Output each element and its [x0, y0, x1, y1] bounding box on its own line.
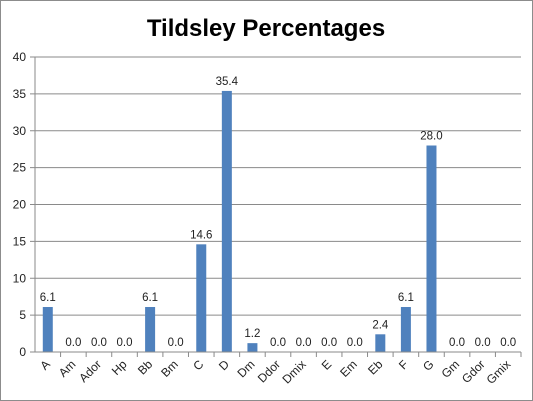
x-tick-label-Dmix: Dmix: [279, 357, 308, 386]
data-label-Hp: 0.0: [117, 337, 133, 349]
y-tick-label: 25: [13, 161, 27, 175]
bar-C: [196, 244, 207, 352]
x-tick-label-A: A: [37, 357, 53, 373]
data-label-A: 6.1: [40, 292, 56, 304]
y-tick-label: 40: [13, 50, 27, 64]
x-tick-label-G: G: [420, 357, 437, 374]
x-tick-label-D: D: [216, 357, 232, 373]
y-tick-label: 0: [19, 345, 26, 359]
y-tick-label: 35: [13, 87, 27, 101]
x-tick-label-Em: Em: [337, 357, 360, 380]
x-tick-label-Gdor: Gdor: [459, 357, 488, 386]
x-tick-label-Bb: Bb: [135, 357, 156, 378]
data-label-Ador: 0.0: [91, 337, 107, 349]
data-label-Dm: 1.2: [244, 328, 260, 340]
data-label-Ddor: 0.0: [270, 337, 286, 349]
bar-G: [426, 145, 437, 352]
data-label-Bb: 6.1: [142, 292, 158, 304]
data-label-G: 28.0: [420, 131, 442, 143]
bars: [42, 90, 437, 353]
data-label-Gdor: 0.0: [475, 337, 491, 349]
data-label-Eb: 2.4: [372, 319, 389, 331]
x-tick-label-C: C: [190, 357, 206, 373]
bar-D: [221, 90, 232, 353]
data-label-Am: 0.0: [65, 337, 81, 349]
data-label-Gm: 0.0: [449, 337, 465, 349]
data-labels: 6.1 0.0 0.0 0.0 6.1 0.0 14.6 35.4 1.2 0.0 0.0 0.0 0.…: [40, 76, 516, 349]
y-tick-label: 10: [13, 271, 27, 285]
x-tick-label-Am: Am: [56, 357, 79, 380]
data-label-Em: 0.0: [347, 337, 363, 349]
x-tick-label-Bm: Bm: [158, 357, 181, 380]
x-tick-label-Gmix: Gmix: [484, 357, 514, 387]
y-tick-label: 30: [13, 124, 27, 138]
x-tick-label-Gm: Gm: [439, 357, 463, 381]
x-tick-label-Hp: Hp: [109, 357, 130, 378]
x-tick-label-Ddor: Ddor: [255, 357, 283, 385]
x-tick-label-F: F: [396, 357, 411, 372]
data-label-C: 14.6: [190, 229, 212, 241]
data-label-Bm: 0.0: [168, 337, 184, 349]
x-tick-label-Eb: Eb: [365, 357, 386, 378]
y-tick-label: 20: [13, 198, 27, 212]
y-tick-label: 15: [13, 234, 27, 248]
bar-A: [42, 307, 53, 352]
data-label-E: 0.0: [321, 337, 337, 349]
bar-Bb: [145, 307, 156, 352]
data-label-D: 35.4: [216, 76, 239, 88]
gridlines: [35, 56, 521, 316]
bar-Eb: [375, 334, 386, 352]
data-label-Dmix: 0.0: [296, 337, 312, 349]
x-tick-label-E: E: [319, 357, 335, 373]
data-label-Gmix: 0.0: [500, 337, 516, 349]
bar-F: [400, 307, 411, 352]
x-tick-label-Dm: Dm: [234, 357, 257, 380]
y-axis-ticks: 0 5 10 15 20 25 30 35 40: [13, 50, 35, 359]
data-label-F: 6.1: [398, 292, 414, 304]
y-tick-label: 5: [19, 308, 26, 322]
x-tick-label-Ador: Ador: [76, 357, 104, 385]
bar-Dm: [247, 343, 258, 352]
chart-title: Tildsley Percentages: [147, 15, 385, 42]
